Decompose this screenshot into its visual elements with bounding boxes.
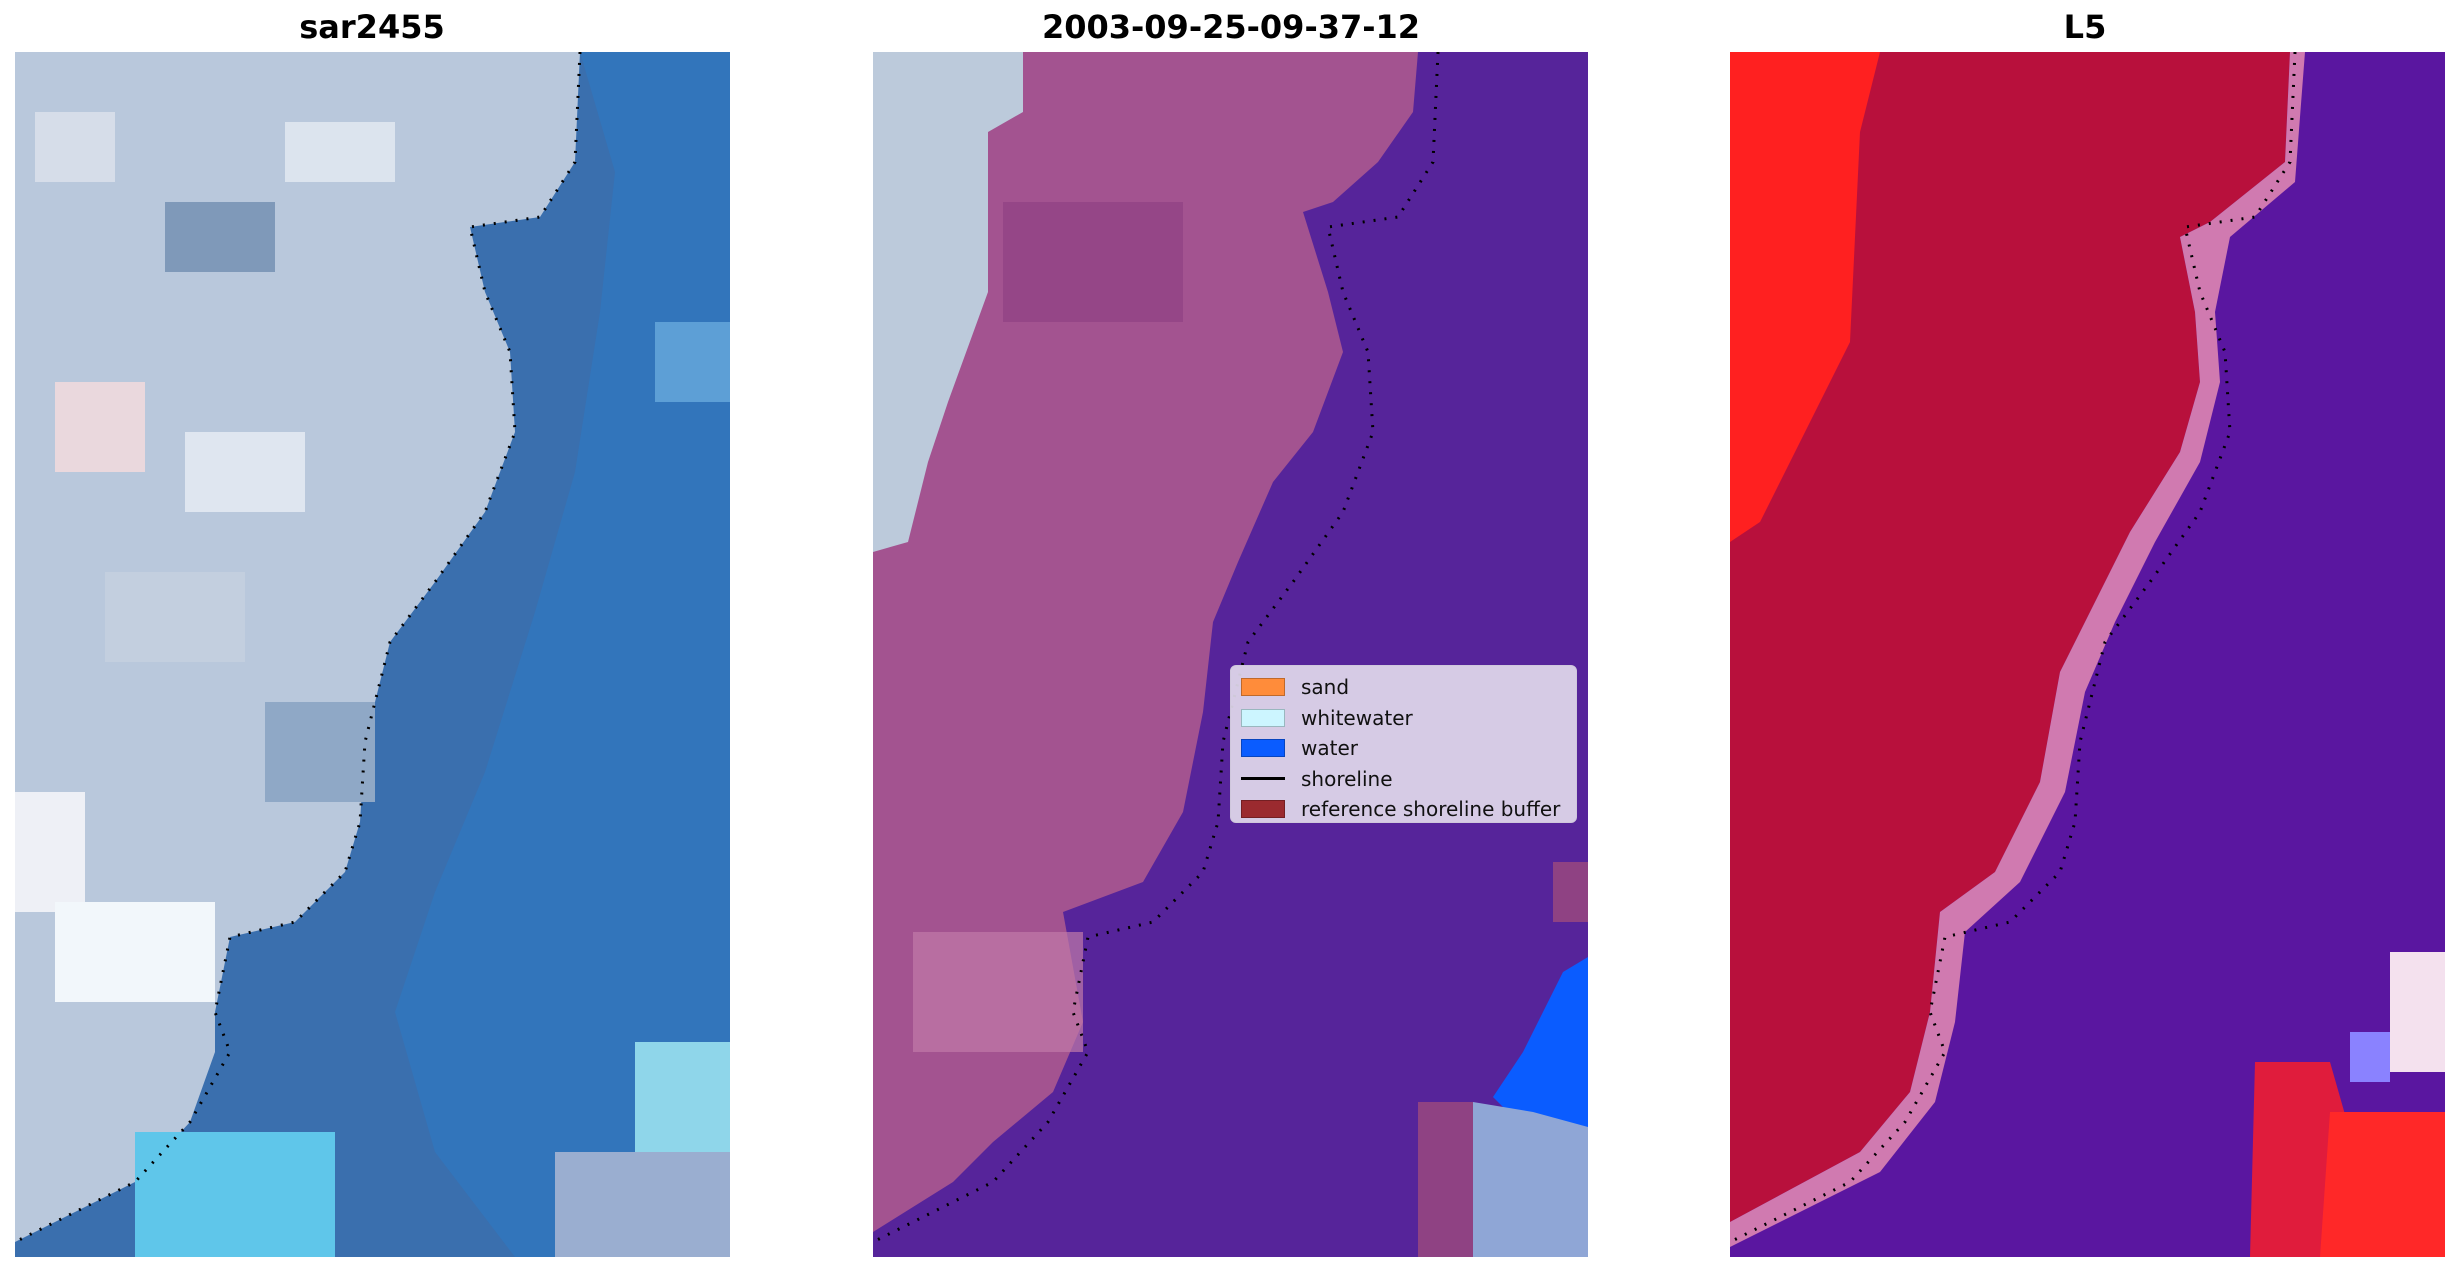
legend-item-sand: sand [1241,672,1566,703]
index-image [1730,52,2445,1257]
classified-image [873,52,1588,1257]
panel-title-3: L5 [2063,8,2107,46]
water-swatch [1241,739,1285,758]
legend-label-water: water [1301,736,1358,761]
legend-label-shoreline: shoreline [1301,766,1393,791]
shoreline-line-icon [1241,777,1285,781]
legend-item-shoreline: shoreline [1241,764,1566,795]
sand-swatch [1241,678,1285,697]
legend-label-whitewater: whitewater [1301,705,1413,730]
panel-title-2: 2003-09-25-09-37-12 [1041,8,1421,46]
legend-item-whitewater: whitewater [1241,703,1566,734]
panel-title-1: sar2455 [299,8,445,46]
legend-label-sand: sand [1301,675,1350,700]
classified-image-panel [873,52,1588,1257]
satellite-image-panel [15,52,730,1257]
reference-buffer-swatch [1241,800,1285,819]
legend-item-water: water [1241,733,1566,764]
index-image-panel [1730,52,2445,1257]
whitewater-swatch [1241,708,1285,727]
legend-item-reference-buffer: reference shoreline buffer [1241,794,1566,825]
legend: sand whitewater water shoreline referenc… [1230,665,1577,823]
legend-label-reference-buffer: reference shoreline buffer [1301,797,1561,822]
satellite-image [15,52,730,1257]
